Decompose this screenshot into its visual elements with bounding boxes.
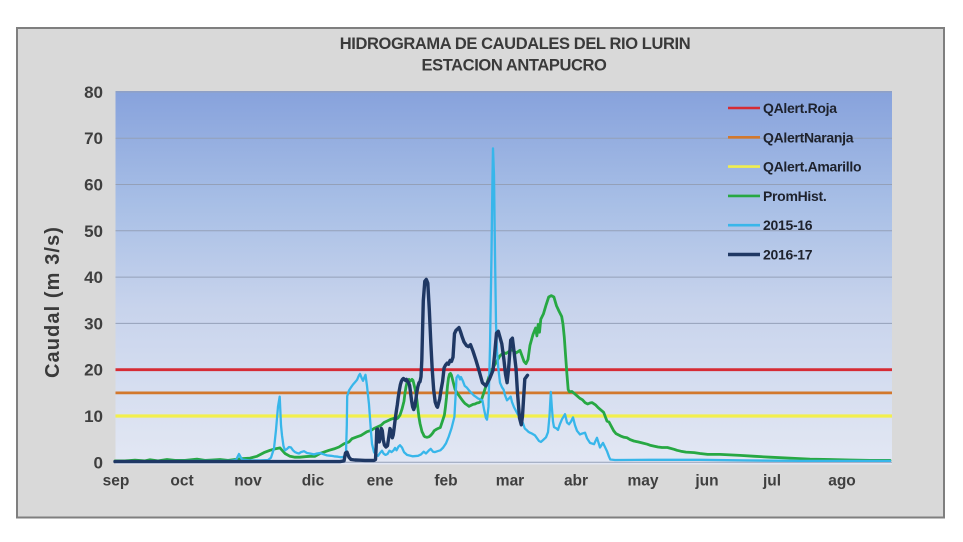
svg-text:QAlert.Roja: QAlert.Roja [763, 100, 837, 116]
svg-text:Caudal (m 3/s): Caudal (m 3/s) [42, 226, 64, 378]
svg-text:sep: sep [103, 473, 130, 490]
svg-text:oct: oct [170, 473, 193, 490]
svg-text:QAlert.Amarillo: QAlert.Amarillo [763, 159, 861, 175]
svg-text:80: 80 [84, 83, 103, 102]
svg-text:0: 0 [94, 453, 103, 472]
svg-text:20: 20 [84, 361, 103, 380]
svg-text:70: 70 [84, 129, 103, 148]
svg-text:QAlertNaranja: QAlertNaranja [763, 129, 854, 145]
svg-text:dic: dic [302, 473, 325, 490]
svg-text:2016-17: 2016-17 [763, 247, 813, 263]
svg-text:ago: ago [828, 473, 856, 490]
svg-text:nov: nov [234, 473, 262, 490]
svg-text:40: 40 [84, 268, 103, 287]
svg-text:mar: mar [496, 473, 524, 490]
svg-text:HIDROGRAMA DE CAUDALES DEL RIO: HIDROGRAMA DE CAUDALES DEL RIO LURIN [340, 35, 690, 53]
svg-text:PromHist.: PromHist. [763, 188, 826, 204]
svg-text:ESTACION ANTAPUCRO: ESTACION ANTAPUCRO [422, 57, 608, 75]
svg-text:50: 50 [84, 222, 103, 241]
svg-text:jul: jul [762, 473, 781, 490]
svg-text:feb: feb [434, 473, 457, 490]
svg-text:ene: ene [367, 473, 394, 490]
svg-text:30: 30 [84, 314, 103, 333]
svg-text:60: 60 [84, 176, 103, 195]
svg-text:10: 10 [84, 407, 103, 426]
svg-text:jun: jun [694, 473, 718, 490]
svg-text:may: may [627, 473, 658, 490]
svg-text:2015-16: 2015-16 [763, 217, 813, 233]
svg-text:abr: abr [564, 473, 588, 490]
